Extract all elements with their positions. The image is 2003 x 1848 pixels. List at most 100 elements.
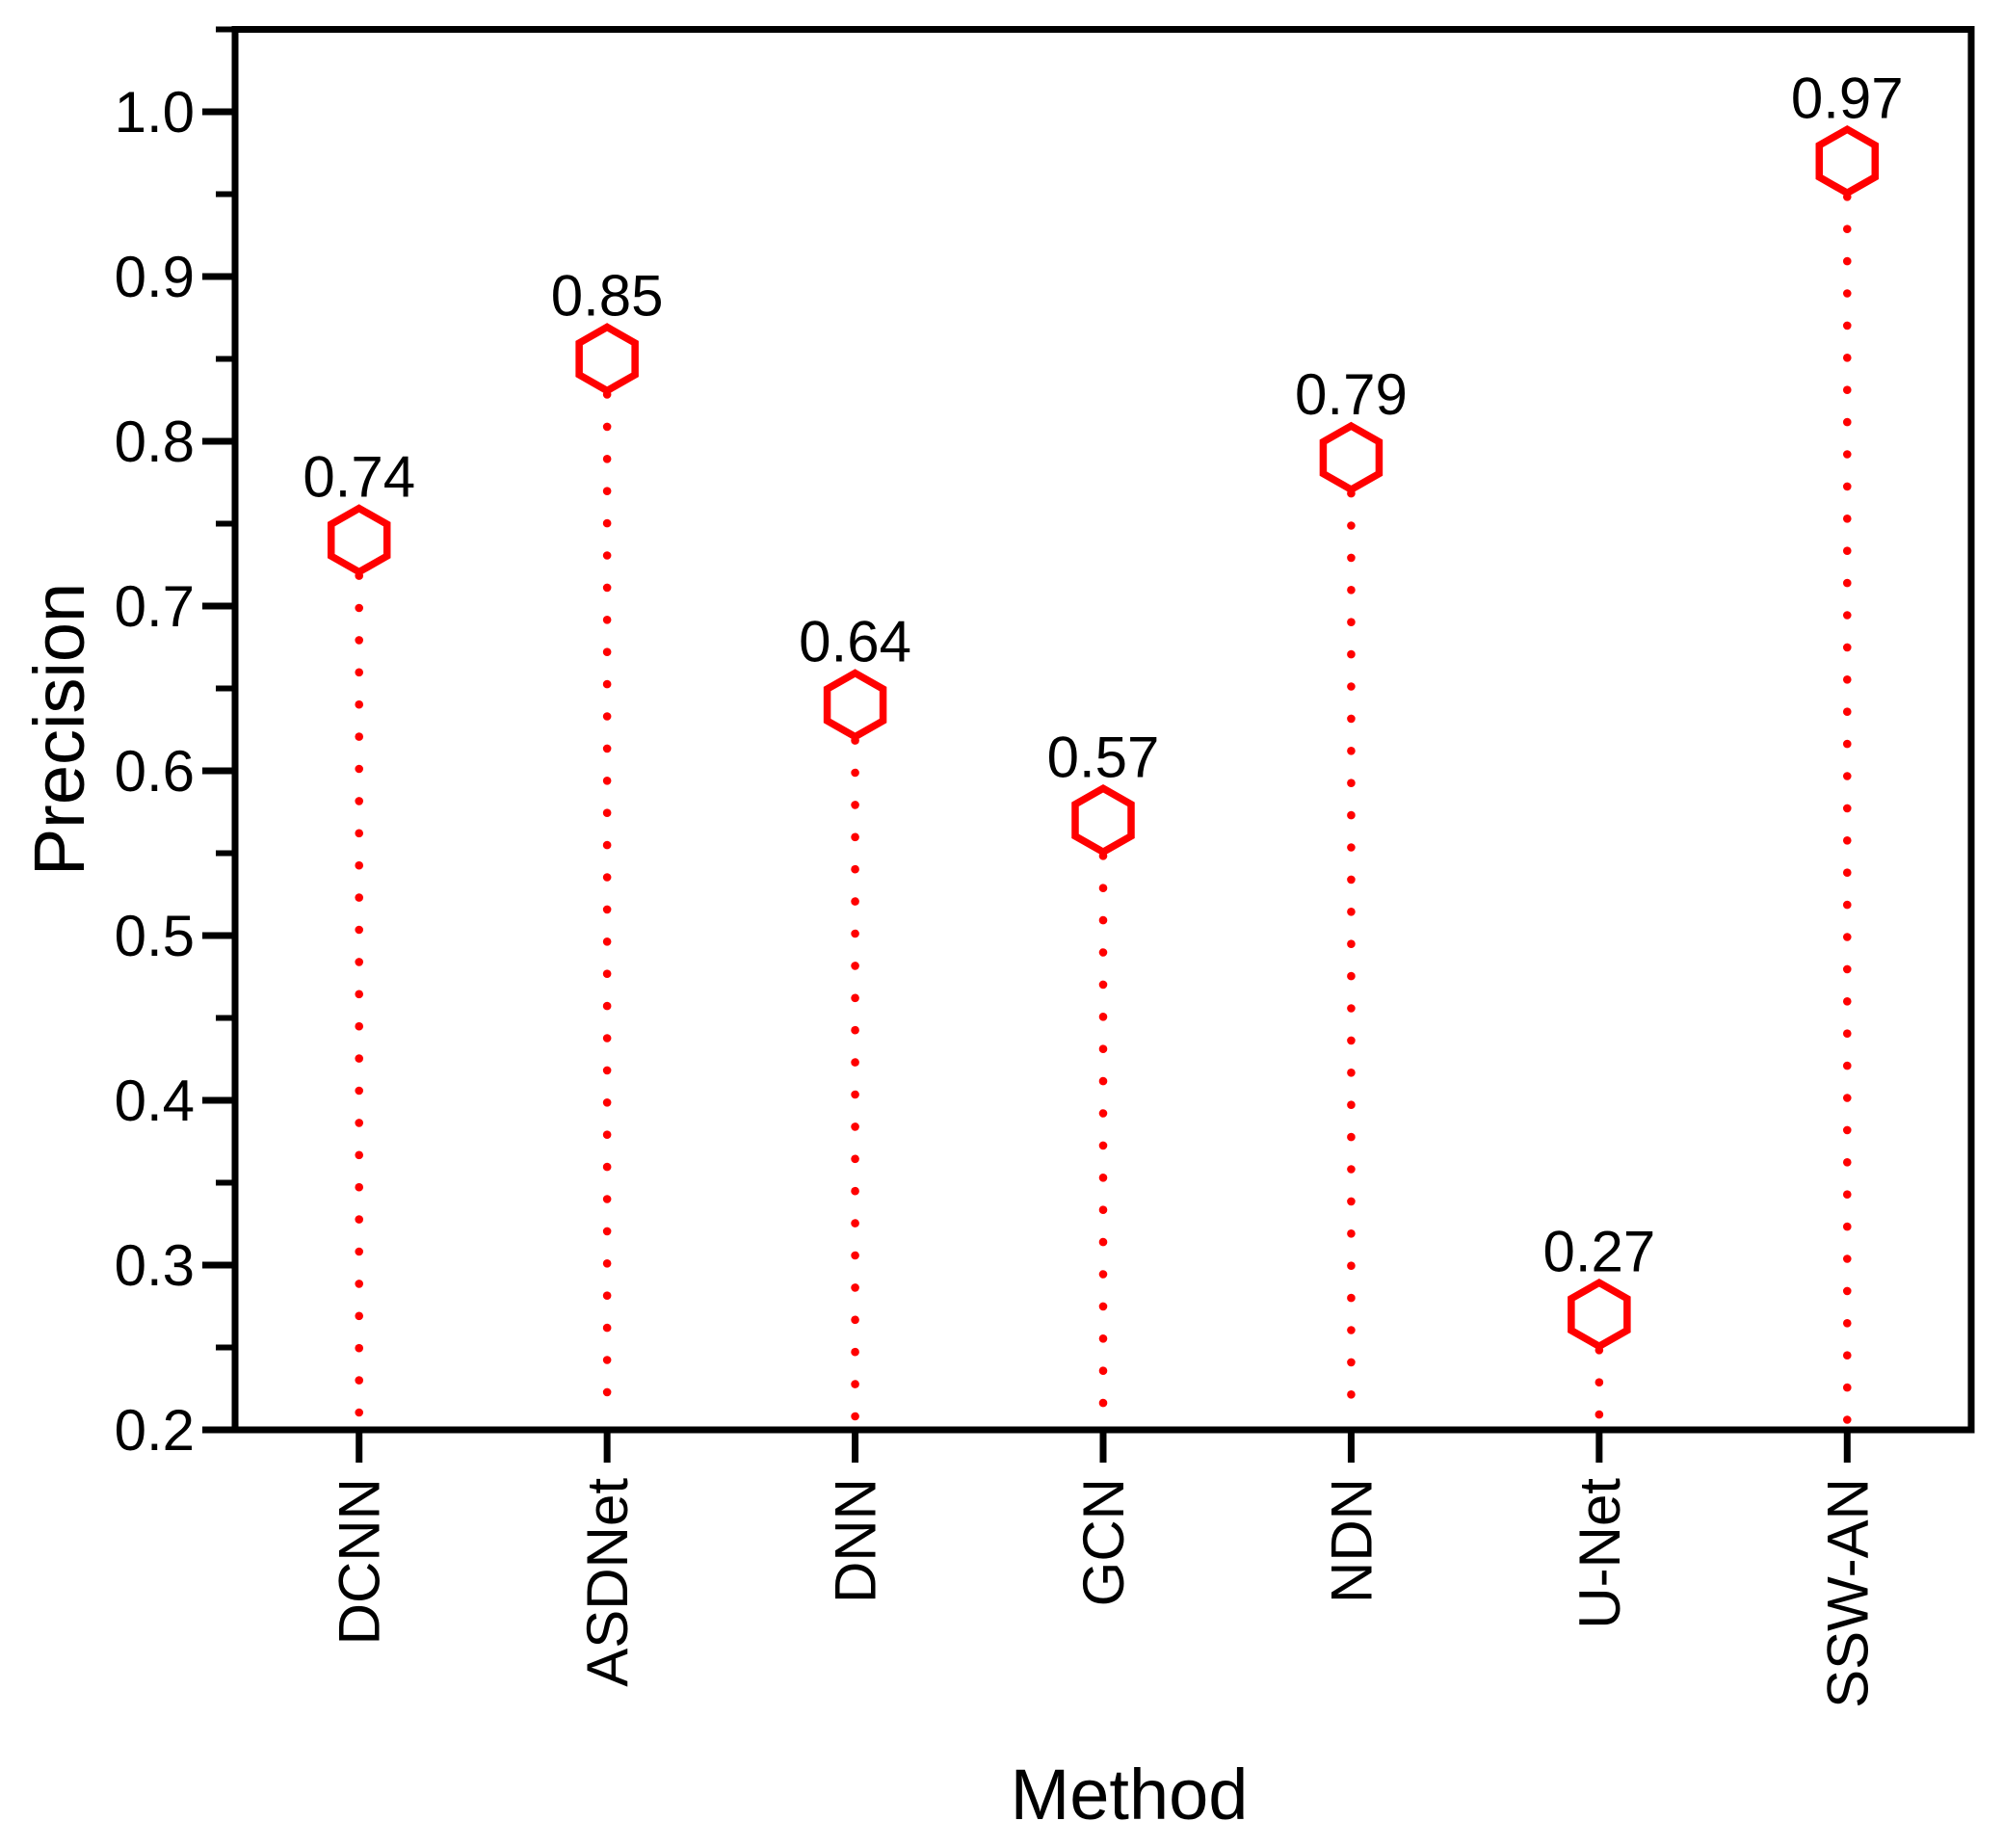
stem-dot [1347,1165,1356,1174]
lollipop-GCN: GCN 0.57 [1047,725,1160,1606]
stem-dot [851,1090,859,1099]
stem-dot [1842,707,1852,716]
stem-dot [1842,933,1852,941]
x-tick-label-DNN: DNN [824,1478,888,1603]
stem-dot [1842,321,1852,330]
stem-dot [1842,1415,1852,1424]
stem-dot [602,712,612,721]
stem-dot [602,551,612,560]
stem-dot [1347,939,1356,948]
stem-dot [851,1380,859,1388]
stem-dot [1098,884,1108,892]
stem-dot [1098,1141,1108,1150]
stem-dot [355,1376,364,1385]
stem-dot [851,832,859,842]
stem-dot [1347,779,1356,787]
stem-dot [1347,1261,1356,1270]
stem-dot [1842,772,1852,780]
stem-dot [355,925,364,935]
x-tick-label-U-Net: U-Net [1568,1478,1632,1629]
stem-dot [602,1034,612,1043]
stem-dot [1347,1293,1356,1303]
stem-dot [1098,1109,1108,1118]
stem-dot [1347,875,1356,884]
stem-dot [1347,586,1356,594]
y-tick-label: 0.4 [115,1069,195,1133]
stem-dot [1842,1029,1852,1038]
stem-dot [1098,980,1108,990]
stem-dot [602,1291,612,1300]
stem-dot [851,1058,859,1067]
stem-dot [355,764,364,774]
stem-dot [851,1412,859,1421]
hexagon-marker-ASDNet [575,323,639,395]
stem-dot [1098,1044,1108,1053]
stem-dot [1098,1205,1108,1214]
stem-dot [1347,843,1356,852]
stem-dot [1842,739,1852,749]
stem-dot [1347,1069,1356,1077]
stem-dot [1842,256,1852,266]
y-tick-label: 1.0 [115,80,195,145]
x-tick-label-SSW-AN: SSW-AN [1815,1478,1880,1708]
stem-dot [355,668,364,677]
stem-dot [1098,1237,1108,1247]
stem-dot [851,768,859,778]
stem-dot [1347,1390,1356,1399]
stem-dot [602,487,612,495]
stem-dot [1842,1190,1852,1199]
stem-dot [602,1066,612,1075]
stem-dot [602,583,612,593]
stem-dot [1842,546,1852,555]
stem-dot [1347,714,1356,724]
stem-dot [1347,810,1356,820]
stem-dot [355,1247,364,1256]
stem-dot [602,905,612,914]
x-tick-label-GCN: GCN [1071,1478,1136,1606]
stem-dot [1842,964,1852,974]
stem-dot [1842,578,1852,588]
stem-dot [1347,649,1356,659]
stem-dot [1842,997,1852,1006]
stem-dot [355,797,364,805]
stem-dot [1842,354,1852,362]
stem-dot [1098,1366,1108,1375]
stem-dot [1842,417,1852,427]
stem-dot [851,864,859,874]
stem-dot [1347,1358,1356,1367]
stem-dot [851,1315,859,1325]
x-tick-label-NDN: NDN [1319,1478,1384,1603]
stem-dot [602,1356,612,1364]
stem-dot [1842,385,1852,395]
stem-dot [851,962,859,970]
stem-dot [1347,747,1356,755]
stem-dot [355,1280,364,1288]
stem-dot [1842,675,1852,684]
stem-dot [851,1186,859,1196]
stem-dot [1842,1319,1852,1328]
stem-dot [851,801,859,809]
stem-dot [602,422,612,432]
lollipop-DNN: DNN 0.64 [799,610,911,1603]
stem-dot [602,455,612,463]
stem-dot [602,744,612,753]
lollipop-U-Net: U-Net 0.27 [1542,1219,1655,1628]
stem-dot [1347,521,1356,530]
stem-dot [602,1130,612,1139]
stem-dot [1842,1254,1852,1263]
hexagon-marker-DCNN [327,504,391,576]
stem-dot [602,1098,612,1107]
stem-dot [1347,1229,1356,1238]
stem-dot [355,1311,364,1321]
stem-dot [602,969,612,978]
value-label-GCN: 0.57 [1047,725,1160,789]
stem-dot [1842,1383,1852,1392]
stem-dot [602,1162,612,1172]
y-tick-label: 0.7 [115,574,195,639]
hexagon-marker-DNN [823,669,887,741]
stem-dot [355,603,364,613]
stem-dot [1594,1378,1604,1386]
stem-dot [602,777,612,785]
stem-dot [355,636,364,645]
